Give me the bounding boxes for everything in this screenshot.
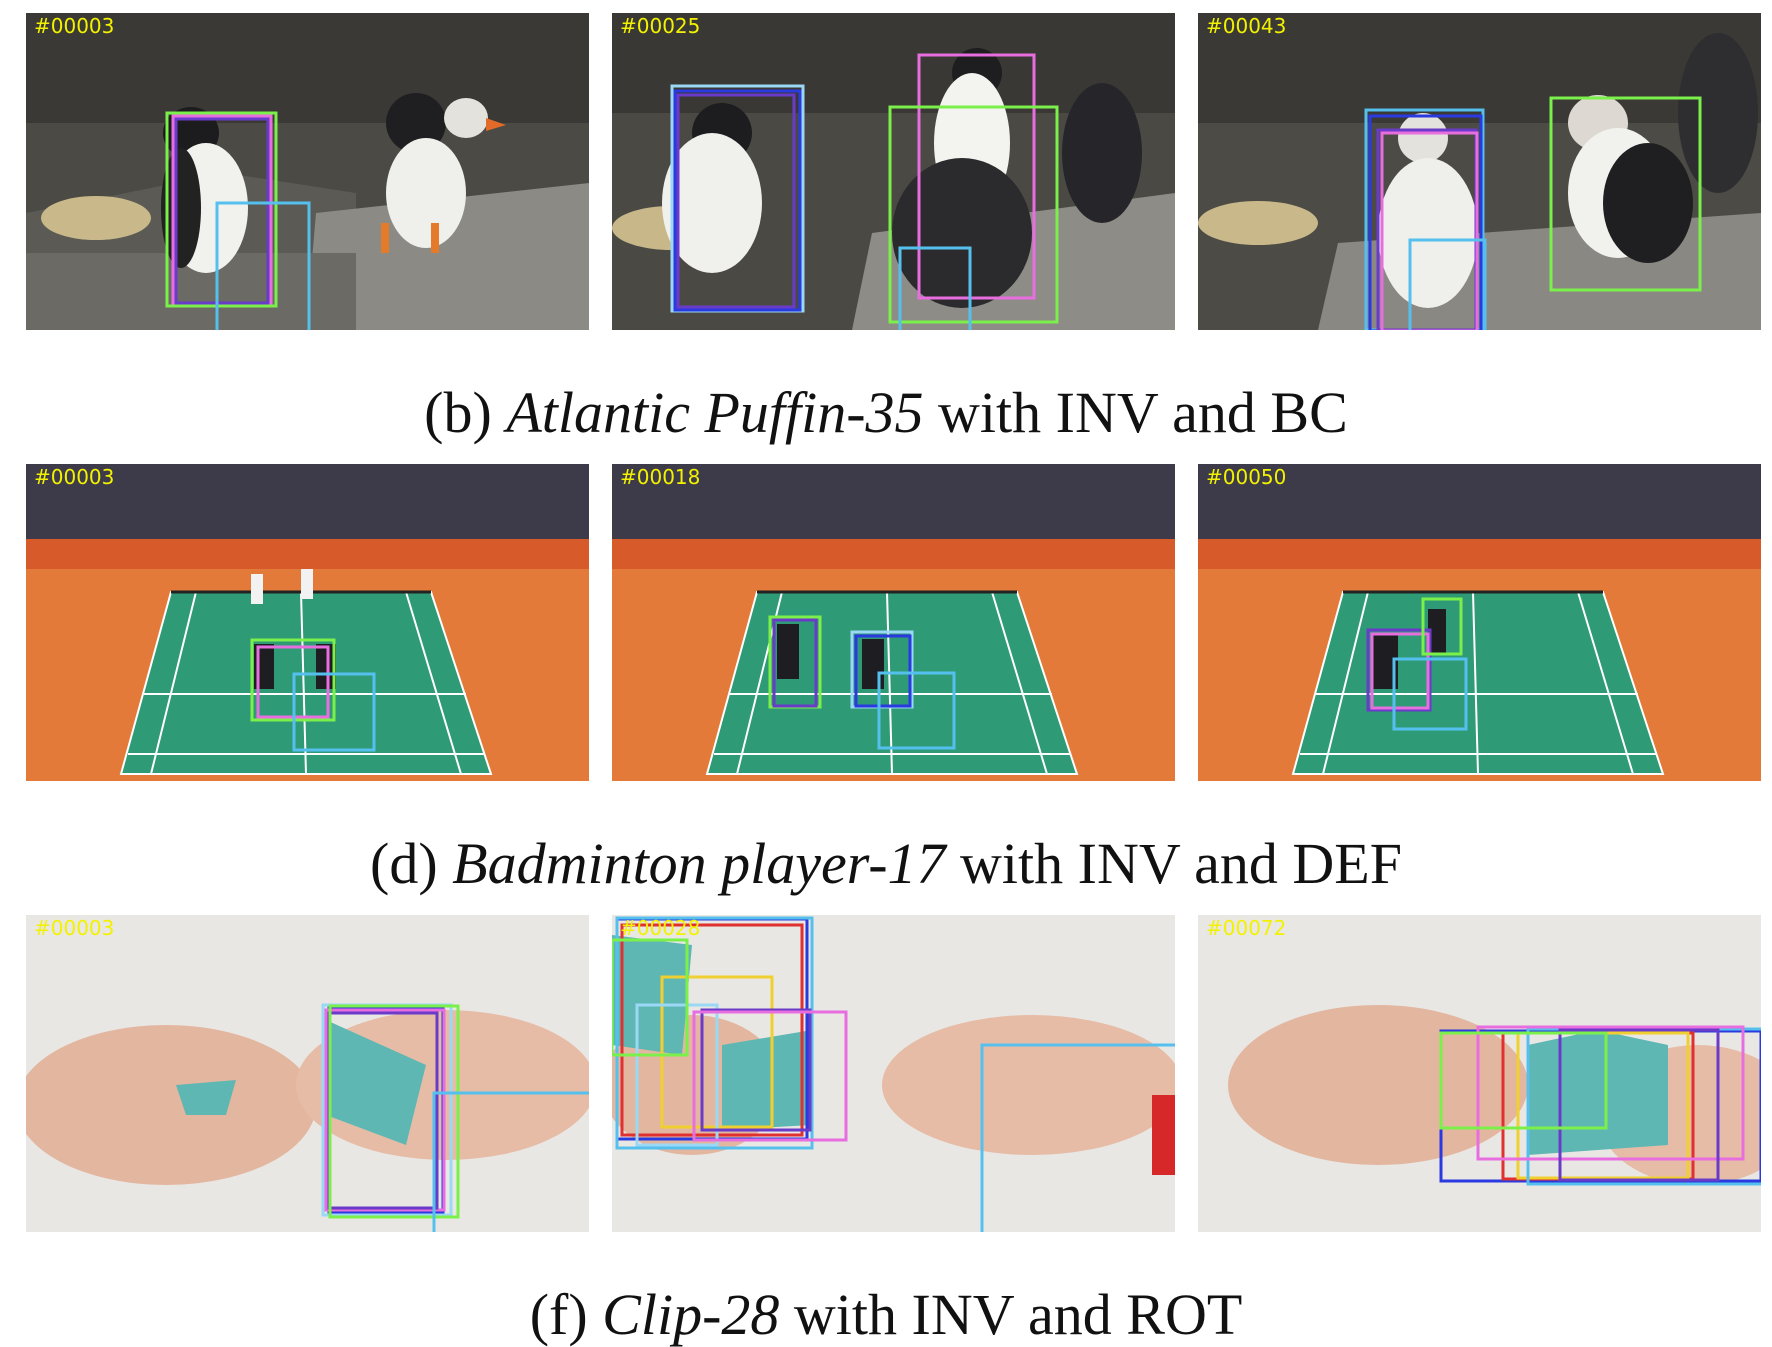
track-box: [1558, 1028, 1720, 1182]
figure-caption: (d) Badminton player-17 with INV and DEF: [370, 831, 1402, 896]
track-box: [1368, 114, 1483, 330]
track-box: [877, 671, 956, 750]
track-box: [1366, 628, 1432, 712]
track-box: [432, 1091, 589, 1232]
track-box: [612, 938, 689, 1057]
track-box: [917, 53, 1036, 300]
track-box: [1476, 1025, 1745, 1161]
track-box: [615, 916, 814, 1150]
track-box: [1380, 131, 1479, 330]
track-box: [980, 1043, 1175, 1232]
track-box: [772, 618, 818, 708]
track-box: [620, 923, 804, 1137]
track-box: [165, 111, 278, 308]
video-frame: #00072: [1198, 915, 1761, 1232]
figure-caption: (b) Atlantic Puffin-35 with INV and BC: [424, 380, 1348, 445]
track-box: [700, 1008, 812, 1132]
track-box: [898, 246, 972, 330]
track-box: [888, 105, 1059, 324]
track-box: [1439, 1031, 1608, 1130]
track-box: [292, 672, 376, 752]
frame-number: #00072: [1206, 916, 1287, 940]
track-box: [1370, 632, 1430, 710]
video-frame: #00025: [612, 13, 1175, 330]
video-frame: #00003: [26, 464, 589, 781]
track-box: [854, 634, 912, 708]
frame-number: #00043: [1206, 14, 1287, 38]
track-box: [328, 1004, 460, 1219]
track-box: [673, 89, 802, 312]
video-frame: #00003: [26, 13, 589, 330]
track-box: [215, 201, 311, 330]
frame-number: #00050: [1206, 465, 1287, 489]
frame-number: #00003: [34, 14, 115, 38]
video-frame: #00028: [612, 915, 1175, 1232]
track-box: [1392, 657, 1468, 731]
track-box: [1549, 96, 1702, 292]
frame-number: #00025: [620, 14, 701, 38]
track-box: [174, 117, 270, 305]
frame-number: #00018: [620, 465, 701, 489]
track-box: [692, 1010, 848, 1142]
track-box: [1421, 597, 1463, 656]
track-box: [635, 1003, 719, 1147]
video-frame: #00050: [1198, 464, 1761, 781]
frame-number: #00028: [620, 916, 701, 940]
video-frame: #00018: [612, 464, 1175, 781]
track-box: [1364, 108, 1485, 330]
video-frame: #00003: [26, 915, 589, 1232]
frame-number: #00003: [34, 916, 115, 940]
frame-number: #00003: [34, 465, 115, 489]
track-box: [1408, 238, 1487, 330]
track-box: [676, 93, 796, 309]
track-box: [324, 1008, 446, 1212]
video-frame: #00043: [1198, 13, 1761, 330]
figure-caption: (f) Clip-28 with INV and ROT: [529, 1282, 1243, 1347]
